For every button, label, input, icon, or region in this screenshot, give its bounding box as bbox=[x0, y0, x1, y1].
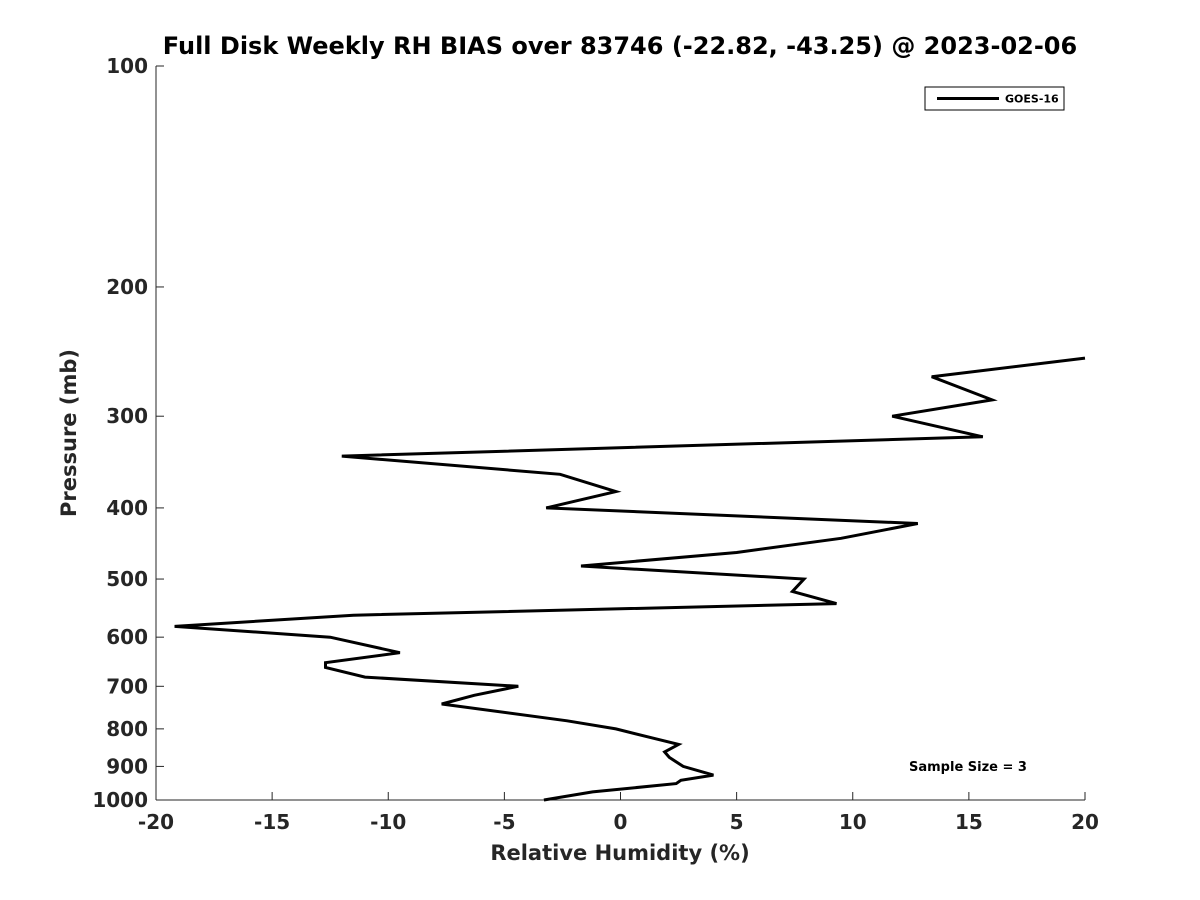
x-tick-label: -10 bbox=[370, 810, 406, 834]
y-tick-label: 1000 bbox=[92, 788, 148, 812]
y-tick-label: 200 bbox=[106, 275, 148, 299]
legend: GOES-16 bbox=[924, 86, 1065, 111]
x-tick-label: 0 bbox=[614, 810, 628, 834]
y-tick-label: 800 bbox=[106, 717, 148, 741]
sample-size-annotation: Sample Size = 3 bbox=[909, 760, 1027, 775]
x-tick-label: -15 bbox=[254, 810, 290, 834]
y-axis-label: Pressure (mb) bbox=[57, 349, 81, 517]
x-tick-label: 5 bbox=[730, 810, 744, 834]
y-tick-label: 600 bbox=[106, 625, 148, 649]
series-line-goes-16 bbox=[174, 356, 1086, 802]
y-tick-label: 700 bbox=[106, 674, 148, 698]
x-axis-label: Relative Humidity (%) bbox=[490, 841, 749, 865]
x-axis-ticks: -20 -15 -10 -5 0 5 10 15 20 bbox=[138, 792, 1099, 834]
legend-label-goes-16: GOES-16 bbox=[1005, 93, 1059, 106]
y-tick-label: 900 bbox=[106, 754, 148, 778]
y-tick-label: 400 bbox=[106, 496, 148, 520]
x-tick-label: 15 bbox=[955, 810, 983, 834]
x-tick-label: -20 bbox=[138, 810, 174, 834]
y-tick-label: 300 bbox=[106, 404, 148, 428]
series-layer bbox=[174, 356, 1086, 802]
x-tick-label: 20 bbox=[1071, 810, 1099, 834]
y-axis-ticks: 100 200 300 400 500 600 700 800 900 1000 bbox=[92, 54, 164, 812]
chart-title: Full Disk Weekly RH BIAS over 83746 (-22… bbox=[163, 32, 1077, 60]
y-tick-label: 500 bbox=[106, 567, 148, 591]
x-tick-label: -5 bbox=[493, 810, 515, 834]
plot-area bbox=[155, 66, 1085, 801]
x-tick-label: 10 bbox=[839, 810, 867, 834]
y-tick-label: 100 bbox=[106, 54, 148, 78]
